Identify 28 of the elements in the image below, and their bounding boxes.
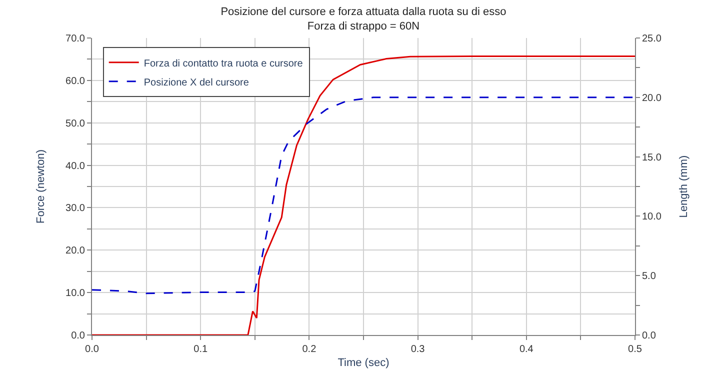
chart-subtitle: Forza di strappo = 60N: [307, 20, 420, 32]
chart-title: Posizione del cursore e forza attuata dalla ruota su di esso: [220, 6, 506, 18]
legend-label: Posizione X del cursore: [144, 77, 250, 88]
y2-tick-label: 15.0: [642, 152, 662, 164]
y-tick-label: 20.0: [66, 246, 86, 257]
x-tick-label: 0.2: [302, 344, 317, 355]
x-tick-label: 0.3: [410, 344, 426, 355]
y2-tick-label: 10.0: [642, 212, 662, 223]
y-tick-label: 40.0: [66, 160, 86, 172]
legend-label: Forza di contatto tra ruota e cursore: [144, 58, 304, 70]
y-tick-label: 60.0: [66, 76, 86, 87]
y-axis-title: Force (newton): [35, 150, 48, 224]
x-tick-label: 0.4: [519, 344, 534, 355]
y-tick-label: 0.0: [71, 330, 86, 342]
x-axis-title: Time (sec): [338, 357, 390, 370]
y-tick-label: 10.0: [66, 288, 86, 300]
y2-tick-label: 0.0: [642, 330, 656, 342]
y2-tick-label: 20.0: [642, 92, 662, 104]
x-tick-label: 0.5: [628, 344, 642, 355]
line-series: [92, 96, 635, 294]
y2-tick-label: 5.0: [642, 271, 656, 282]
y2-tick-label: 25.0: [642, 34, 662, 44]
text: 0.0: [85, 344, 99, 355]
x-tick-label: 0.1: [194, 344, 208, 355]
y2-axis-title: Length (mm): [678, 155, 690, 218]
y-tick-label: 30.0: [66, 203, 86, 214]
y-tick-label: 70.0: [66, 34, 86, 44]
y-tick-label: 50.0: [66, 118, 86, 130]
